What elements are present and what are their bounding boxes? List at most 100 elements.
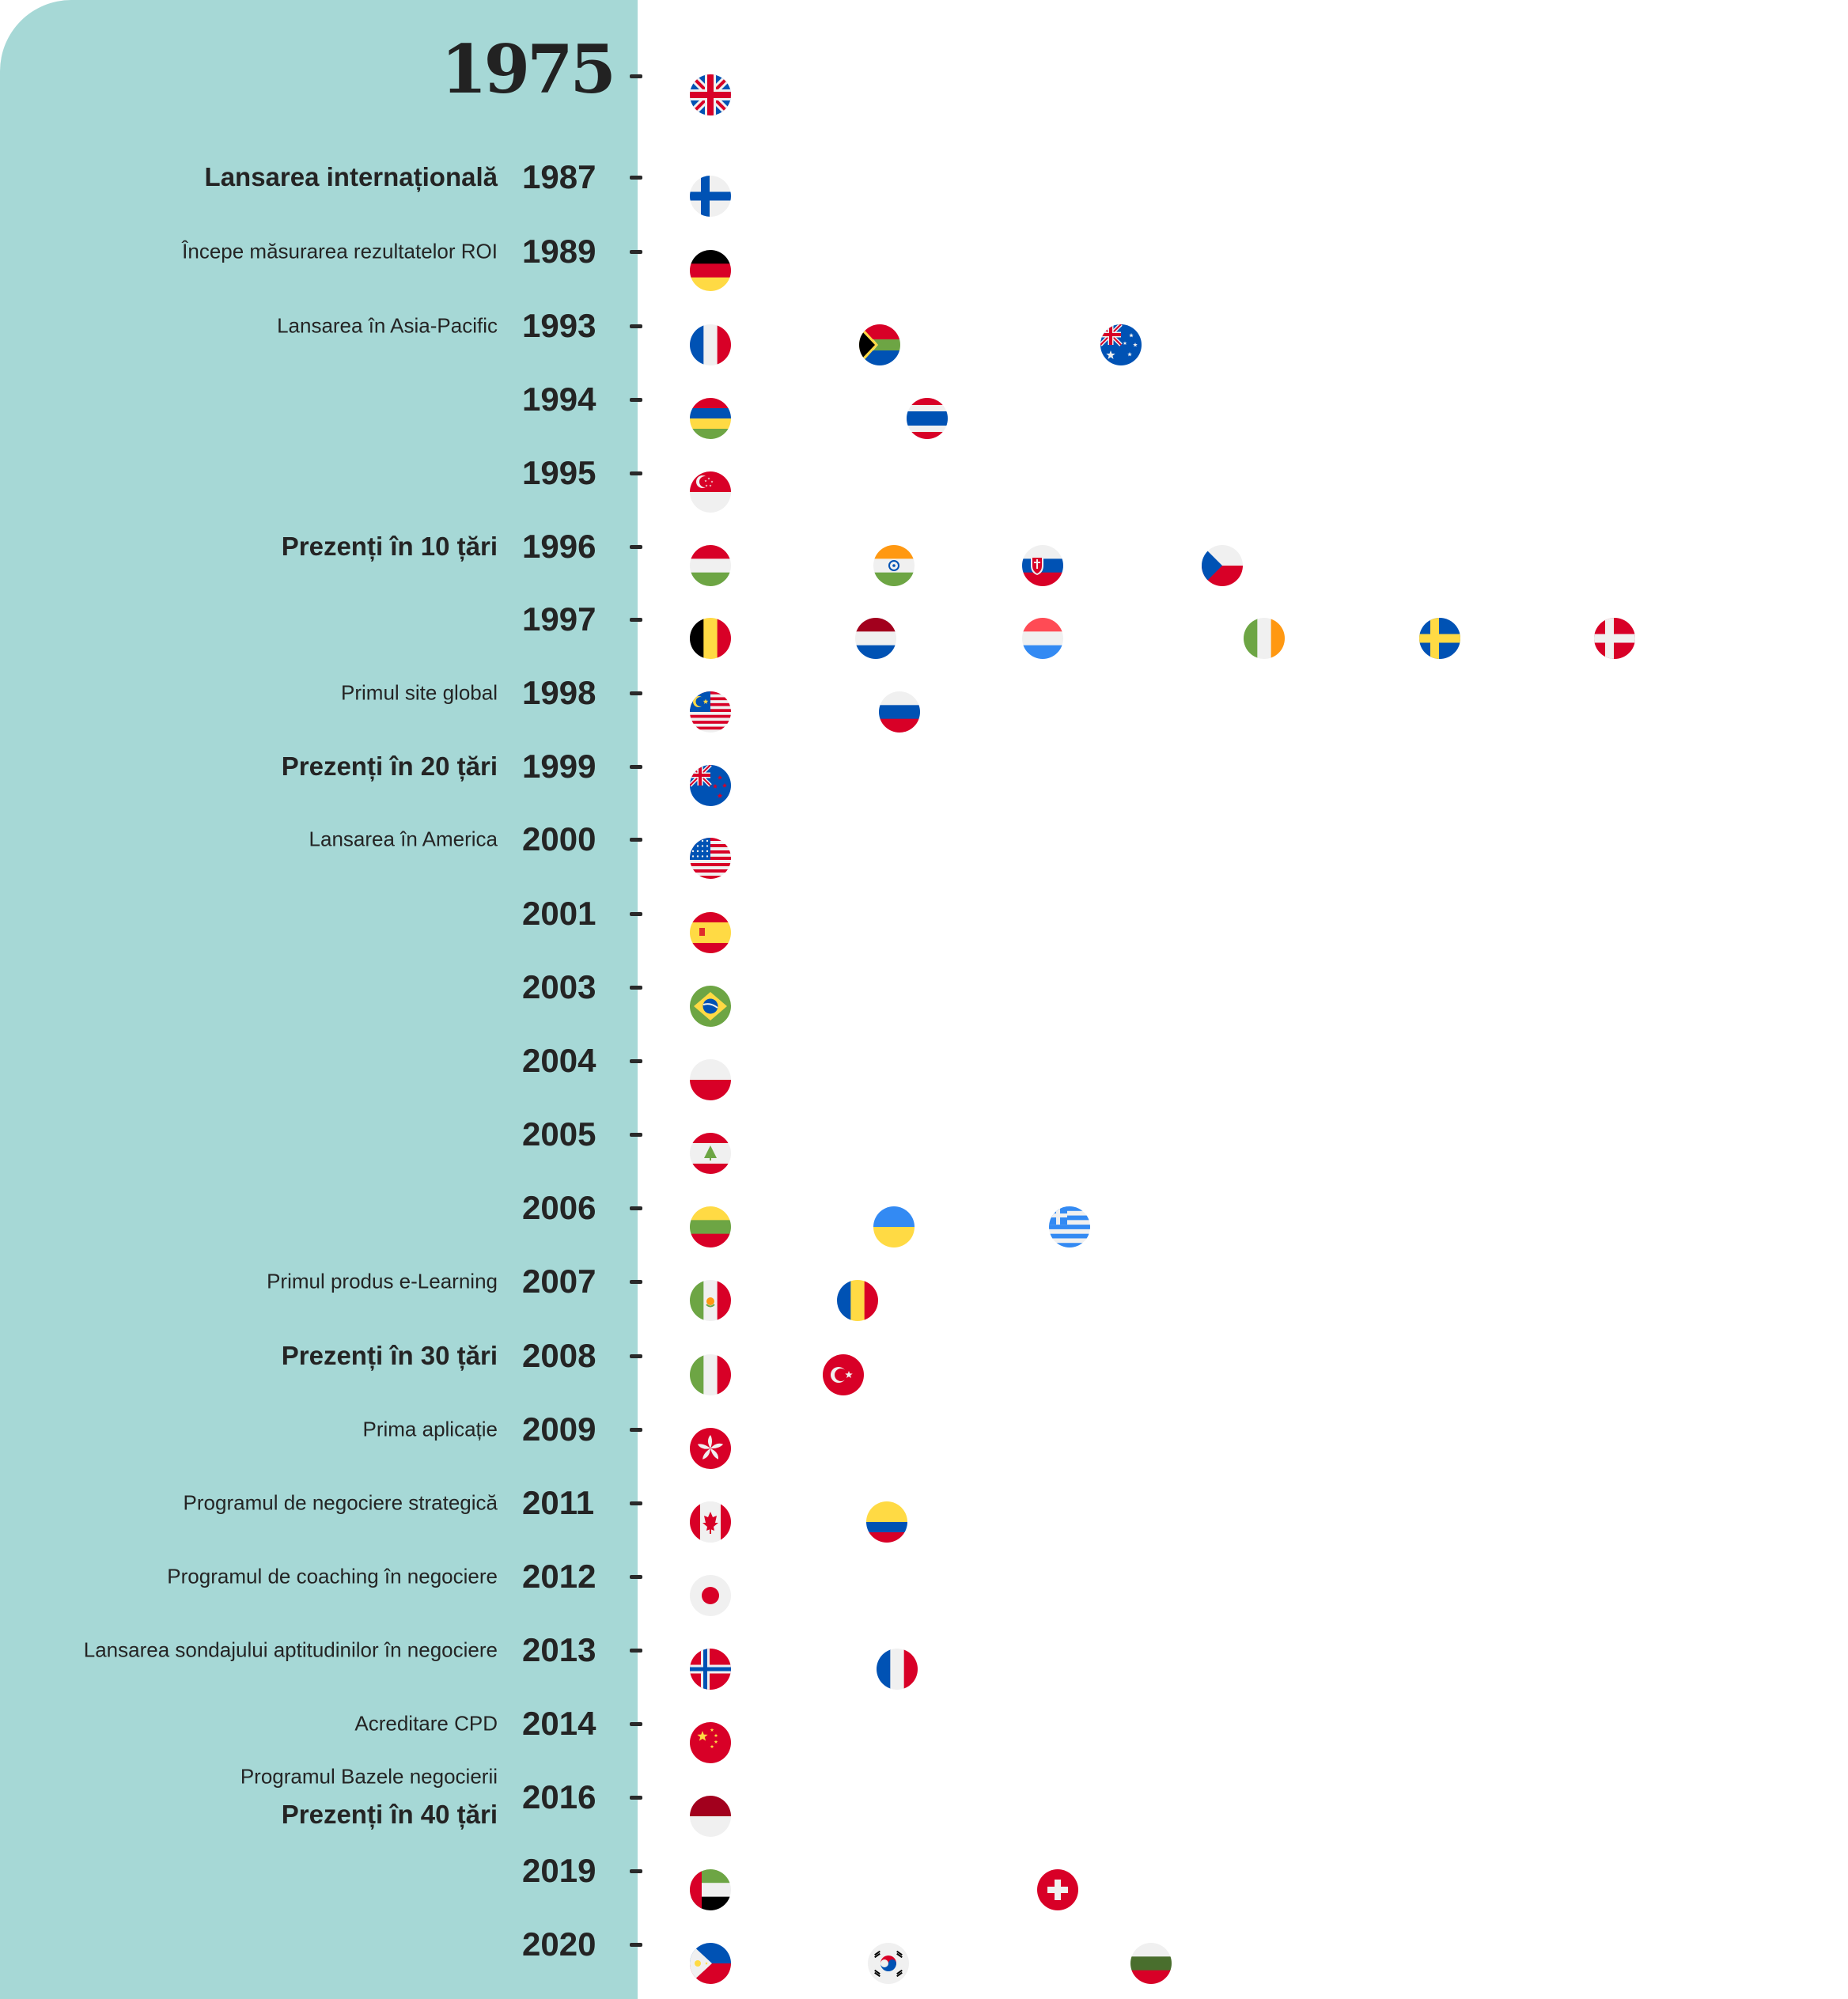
flag-india-icon bbox=[873, 545, 915, 586]
flag-switzerland-icon bbox=[1037, 1869, 1078, 1910]
year-label: 2009 bbox=[522, 1410, 596, 1448]
flag-czech-republic-icon bbox=[1202, 545, 1243, 586]
flag-belgium-icon bbox=[690, 618, 731, 659]
timeline-tick bbox=[630, 1869, 642, 1873]
timeline-tick bbox=[630, 986, 642, 990]
year-label: 1993 bbox=[522, 307, 596, 344]
timeline-tick bbox=[630, 398, 642, 402]
flag-france-icon bbox=[877, 1649, 918, 1690]
flag-south-africa-icon bbox=[859, 324, 900, 365]
year-label: 2016 bbox=[522, 1778, 596, 1815]
flag-germany-icon bbox=[690, 250, 731, 291]
flag-turkey-icon bbox=[823, 1354, 864, 1395]
timeline-tick bbox=[630, 1649, 642, 1653]
flag-usa-icon bbox=[690, 838, 731, 879]
year-label: 2019 bbox=[522, 1852, 596, 1889]
flag-lebanon-icon bbox=[690, 1133, 731, 1174]
milestone-label: Acreditare CPD bbox=[354, 1711, 498, 1736]
flag-singapore-icon bbox=[690, 471, 731, 513]
year-label: 2007 bbox=[522, 1263, 596, 1300]
timeline-tick bbox=[630, 176, 642, 180]
milestone-label: Prezenți în 40 țări bbox=[281, 1800, 498, 1829]
timeline-tick bbox=[630, 1575, 642, 1579]
flag-lithuania-icon bbox=[690, 1206, 731, 1247]
timeline-tick bbox=[630, 1796, 642, 1800]
timeline-tick bbox=[630, 1133, 642, 1137]
timeline-tick bbox=[630, 912, 642, 916]
year-label: 1989 bbox=[522, 233, 596, 270]
year-label: 1996 bbox=[522, 528, 596, 565]
year-label: 2014 bbox=[522, 1705, 596, 1742]
start-year-title: 1975 bbox=[441, 30, 616, 108]
flag-bulgaria-icon bbox=[1130, 1943, 1172, 1984]
timeline-tick bbox=[630, 1722, 642, 1726]
flag-norway-icon bbox=[690, 1649, 731, 1690]
timeline-tick bbox=[630, 250, 642, 254]
timeline-tick bbox=[630, 1428, 642, 1432]
milestone-label: Lansarea în America bbox=[309, 827, 498, 851]
flag-hong-kong-icon bbox=[690, 1428, 731, 1469]
timeline-tick bbox=[630, 471, 642, 475]
flag-japan-icon bbox=[690, 1575, 731, 1616]
flag-canada-icon bbox=[690, 1501, 731, 1543]
timeline-tick bbox=[630, 691, 642, 695]
timeline-tick bbox=[630, 545, 642, 549]
flag-malaysia-icon bbox=[690, 691, 731, 733]
year-label: 1998 bbox=[522, 674, 596, 711]
milestone-label: Prezenți în 10 țări bbox=[281, 532, 498, 561]
flag-italy-icon bbox=[690, 1354, 731, 1395]
year-label: 2008 bbox=[522, 1337, 596, 1374]
flag-denmark-icon bbox=[1594, 618, 1635, 659]
timeline-tick bbox=[630, 1501, 642, 1505]
year-label: 2006 bbox=[522, 1189, 596, 1226]
milestone-label: Programul de negociere strategică bbox=[183, 1490, 498, 1515]
year-label: 1995 bbox=[522, 454, 596, 491]
flag-france-icon bbox=[690, 324, 731, 365]
flag-south-korea-icon bbox=[868, 1943, 909, 1984]
flag-ukraine-icon bbox=[873, 1206, 915, 1247]
milestone-label: Prezenți în 20 țări bbox=[281, 752, 498, 781]
milestone-label: Lansarea internațională bbox=[204, 162, 498, 191]
timeline-tick bbox=[630, 1280, 642, 1284]
year-label: 1994 bbox=[522, 380, 596, 418]
year-label: 1997 bbox=[522, 600, 596, 638]
milestone-label: Programul de coaching în negociere bbox=[167, 1564, 498, 1588]
flag-thailand-icon bbox=[907, 398, 948, 439]
flag-poland-icon bbox=[690, 1059, 731, 1100]
milestone-label: Lansarea în Asia-Pacific bbox=[277, 313, 498, 338]
milestone-label: Prezenți în 30 țări bbox=[281, 1341, 498, 1370]
year-label: 2001 bbox=[522, 895, 596, 932]
timeline-tick bbox=[630, 1354, 642, 1358]
flag-spain-icon bbox=[690, 912, 731, 953]
timeline-tick bbox=[630, 1206, 642, 1210]
flag-brazil-icon bbox=[690, 986, 731, 1027]
flag-sweden-icon bbox=[1419, 618, 1460, 659]
flag-australia-icon bbox=[1100, 324, 1142, 365]
timeline-tick bbox=[630, 324, 642, 328]
timeline-tick bbox=[630, 618, 642, 622]
year-label: 1999 bbox=[522, 748, 596, 785]
year-label: 2012 bbox=[522, 1558, 596, 1595]
timeline-tick bbox=[630, 838, 642, 842]
year-label: 2020 bbox=[522, 1925, 596, 1963]
year-label: 2013 bbox=[522, 1631, 596, 1668]
timeline-tick bbox=[630, 1943, 642, 1947]
year-label: 2004 bbox=[522, 1042, 596, 1079]
year-label: 2003 bbox=[522, 968, 596, 1005]
year-label: 2011 bbox=[522, 1484, 595, 1521]
timeline-panel bbox=[0, 0, 638, 1999]
milestone-label: Prima aplicație bbox=[362, 1417, 498, 1441]
milestone-label: Începe măsurarea rezultatelor ROI bbox=[182, 239, 498, 263]
timeline-tick bbox=[630, 74, 642, 78]
flag-uk-icon bbox=[690, 74, 731, 115]
flag-philippines-icon bbox=[690, 1943, 731, 1984]
flag-netherlands-icon bbox=[855, 618, 896, 659]
milestone-label: Primul produs e-Learning bbox=[267, 1269, 498, 1293]
milestone-label: Lansarea sondajului aptitudinilor în neg… bbox=[83, 1637, 498, 1662]
flag-indonesia-icon bbox=[690, 1796, 731, 1837]
flag-luxembourg-icon bbox=[1022, 618, 1063, 659]
year-label: 1987 bbox=[522, 158, 596, 195]
milestone-label: Programul Bazele negocierii bbox=[240, 1764, 498, 1789]
flag-new-zealand-icon bbox=[690, 765, 731, 806]
year-label: 2000 bbox=[522, 820, 596, 858]
